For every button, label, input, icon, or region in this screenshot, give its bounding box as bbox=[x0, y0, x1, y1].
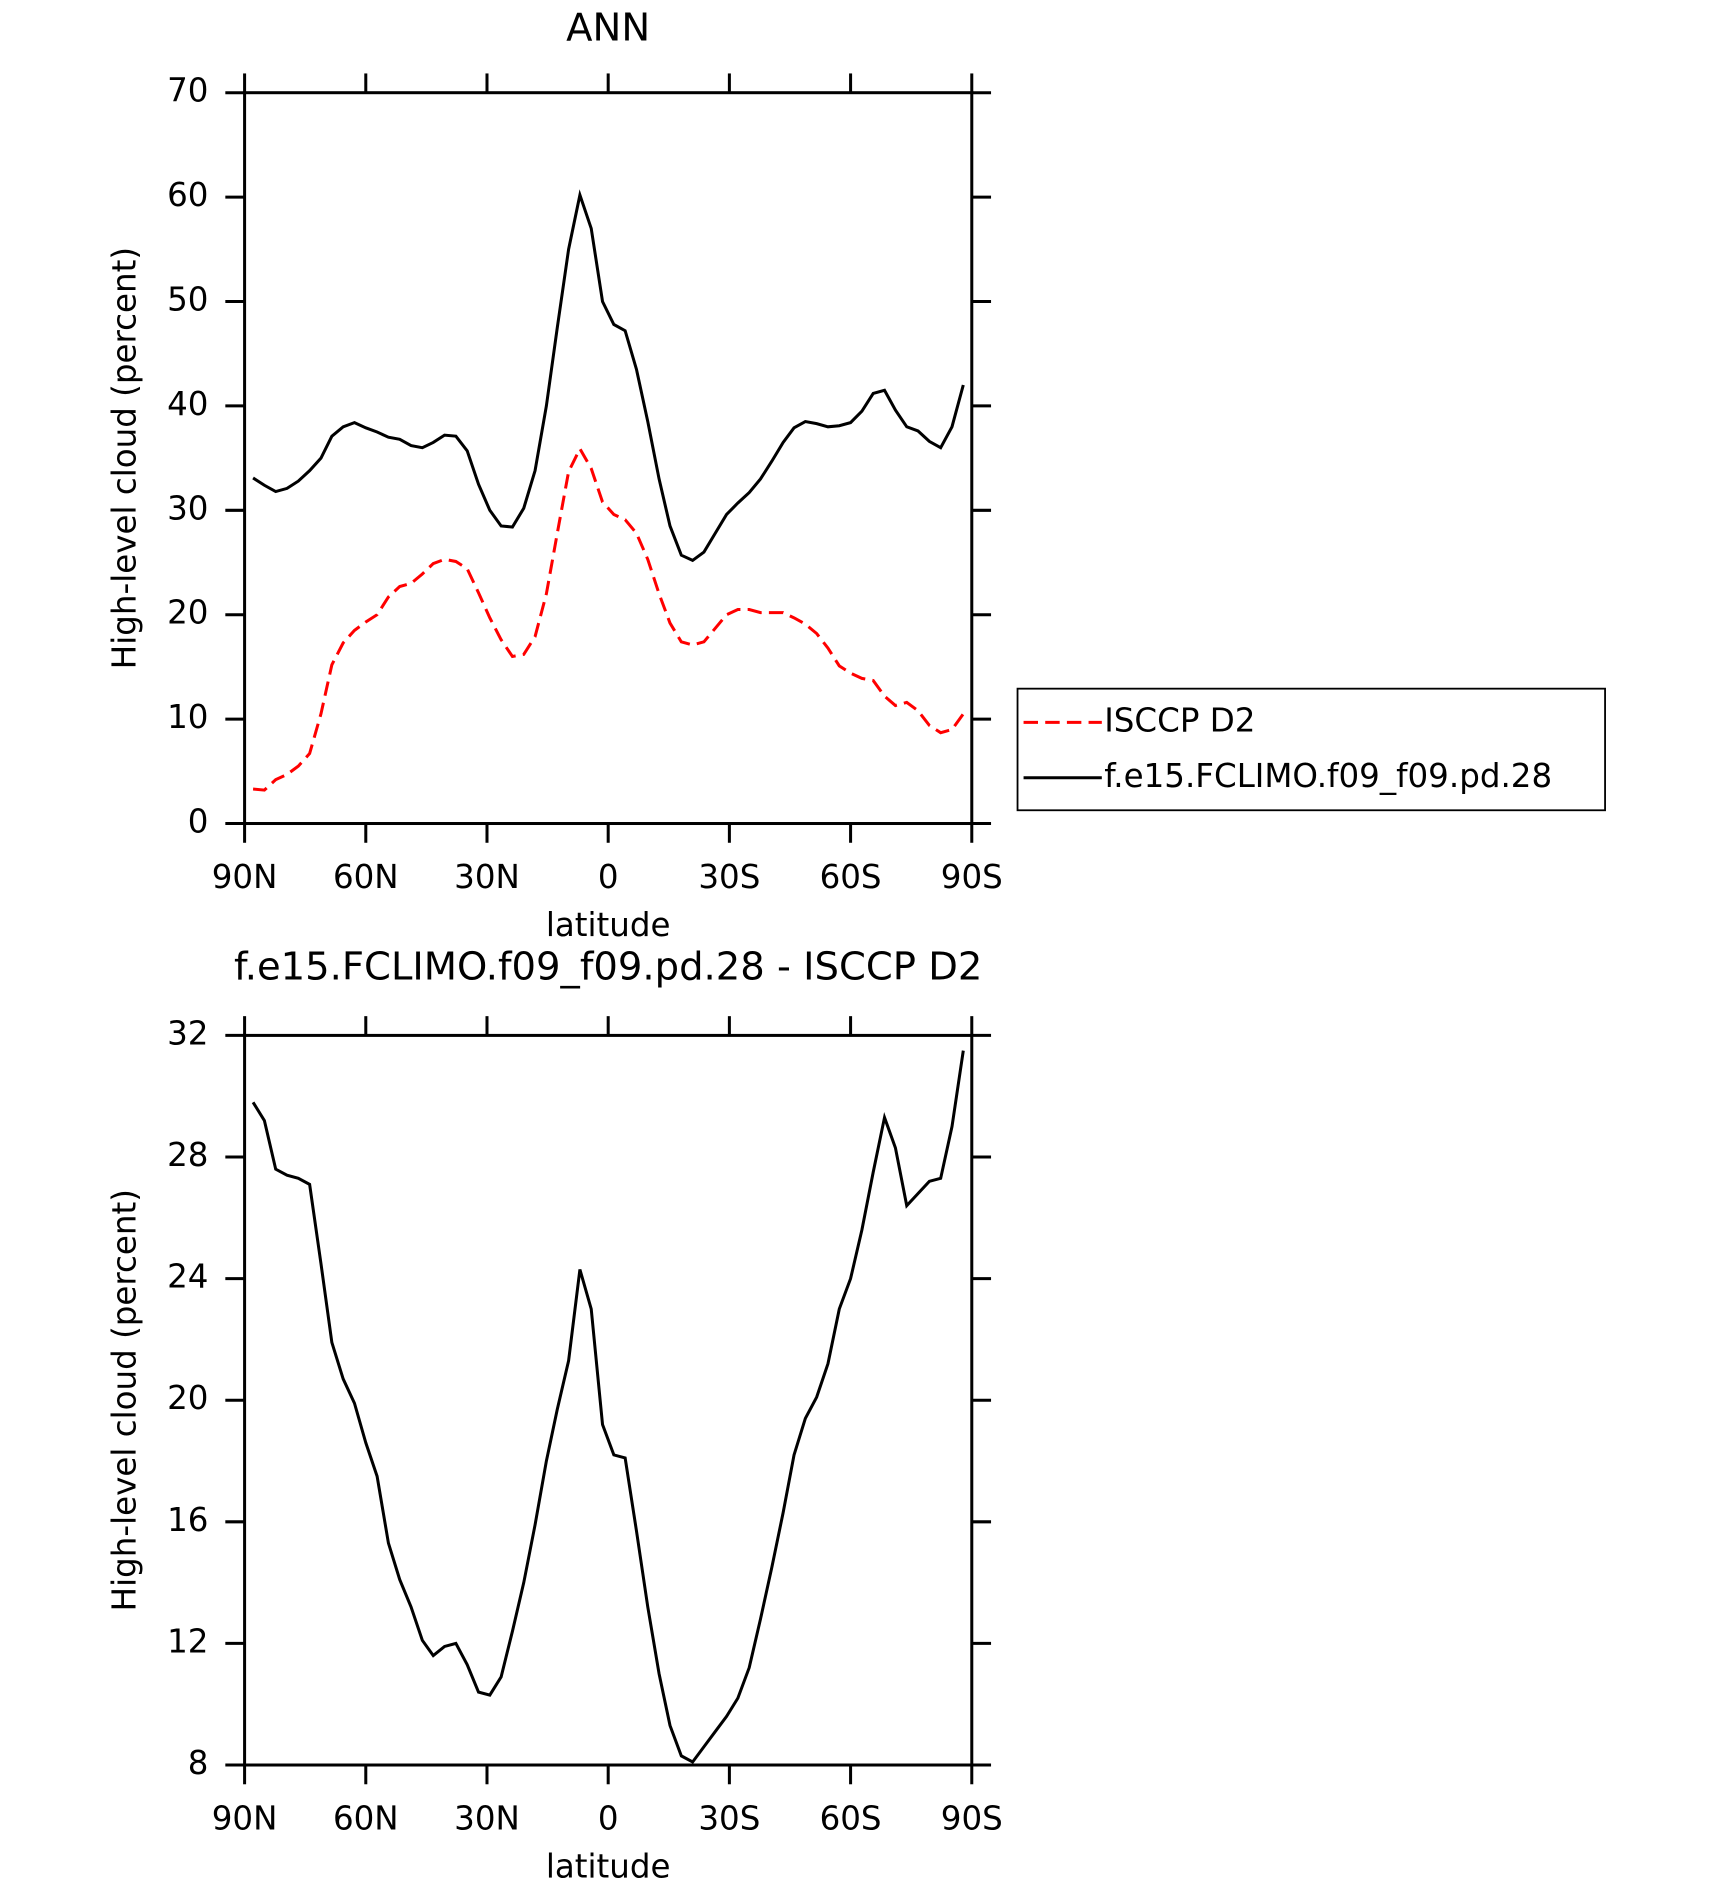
data-line bbox=[252, 445, 965, 792]
y-tick-label: 28 bbox=[167, 1136, 208, 1174]
y-tick-label: 12 bbox=[167, 1622, 208, 1660]
x-tick-label: 30N bbox=[454, 1799, 520, 1837]
data-line bbox=[251, 1050, 965, 1764]
x-tick-label: 90S bbox=[941, 858, 1003, 896]
y-tick-label: 10 bbox=[167, 698, 208, 736]
x-tick-label: 90S bbox=[941, 1799, 1003, 1837]
data-line bbox=[252, 189, 965, 563]
chart-title: f.e15.FCLIMO.f09_f09.pd.28 - ISCCP D2 bbox=[234, 945, 982, 990]
x-tick-label: 30S bbox=[698, 858, 760, 896]
x-tick-label: 30S bbox=[698, 1799, 760, 1837]
y-tick-label: 70 bbox=[167, 72, 208, 110]
x-axis-label: latitude bbox=[546, 906, 671, 944]
y-tick-label: 20 bbox=[167, 594, 208, 632]
x-tick-label: 60S bbox=[820, 858, 882, 896]
chart-title: ANN bbox=[566, 6, 650, 51]
x-axis-label: latitude bbox=[546, 1848, 671, 1883]
legend-box bbox=[1016, 687, 1606, 812]
x-tick-label: 90N bbox=[212, 1799, 278, 1837]
x-tick-label: 60N bbox=[333, 1799, 399, 1837]
plot: ANN 0 10 20 30 40 50 60 70 90N 60N 30N 0 30S 60S 90S lat… bbox=[106, 6, 1606, 944]
y-tick-label: 0 bbox=[188, 803, 209, 841]
x-tick-label: 0 bbox=[598, 858, 619, 896]
x-tick-label: 60N bbox=[333, 858, 399, 896]
plot-frame bbox=[243, 91, 974, 826]
y-tick-label: 20 bbox=[167, 1379, 208, 1417]
y-tick-label: 32 bbox=[167, 1014, 208, 1052]
y-tick-label: 8 bbox=[188, 1744, 209, 1782]
y-tick-label: 16 bbox=[167, 1501, 208, 1539]
y-tick-label: 30 bbox=[167, 489, 208, 527]
legend-label: ISCCP D2 bbox=[1104, 701, 1255, 739]
x-tick-label: 30N bbox=[454, 858, 520, 896]
y-tick-label: 60 bbox=[167, 176, 208, 214]
x-tick-label: 90N bbox=[212, 858, 278, 896]
y-tick-label: 24 bbox=[167, 1258, 208, 1296]
y-tick-label: 40 bbox=[167, 385, 208, 423]
y-axis-label: High-level cloud (percent) bbox=[106, 1189, 144, 1611]
y-axis-label: High-level cloud (percent) bbox=[106, 247, 144, 669]
legend-label: f.e15.FCLIMO.f09_f09.pd.28 bbox=[1104, 757, 1552, 795]
x-tick-label: 0 bbox=[598, 1799, 619, 1837]
plot: f.e15.FCLIMO.f09_f09.pd.28 - ISCCP D2 8 12… bbox=[106, 945, 1003, 1886]
y-tick-label: 50 bbox=[167, 281, 208, 319]
x-tick-label: 60S bbox=[820, 1799, 882, 1837]
